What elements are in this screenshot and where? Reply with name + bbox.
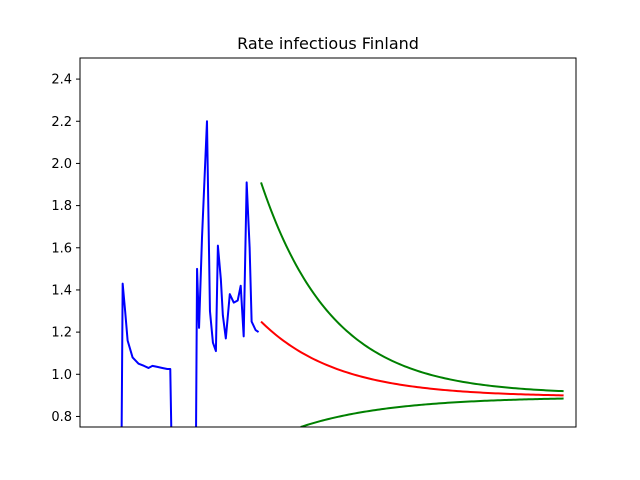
- y-tick-label: 2.4: [51, 73, 72, 88]
- series-line-observed-1: [120, 282, 173, 427]
- chart-title: Rate infectious Finland: [237, 34, 419, 53]
- y-axis: 0.8 1.0 1.2 1.4 1.6 1.8 2.0 2.2 2.4: [51, 73, 80, 425]
- y-tick-label: 1.4: [51, 283, 72, 298]
- y-tick-label: 0.8: [51, 410, 72, 425]
- series-line-upper: [260, 182, 564, 393]
- series-line-projection: [260, 320, 564, 397]
- series-line-lower: [300, 397, 564, 427]
- y-tick-label: 1.0: [51, 368, 72, 383]
- series-line-observed-2: [195, 120, 260, 427]
- plot-area: [120, 120, 564, 427]
- y-tick-label: 1.8: [51, 199, 72, 214]
- y-tick-label: 1.6: [51, 241, 72, 256]
- y-tick-label: 1.2: [51, 326, 72, 341]
- y-tick-label: 2.0: [51, 157, 72, 172]
- y-tick-label: 2.2: [51, 115, 72, 130]
- axes-frame: [79, 57, 577, 428]
